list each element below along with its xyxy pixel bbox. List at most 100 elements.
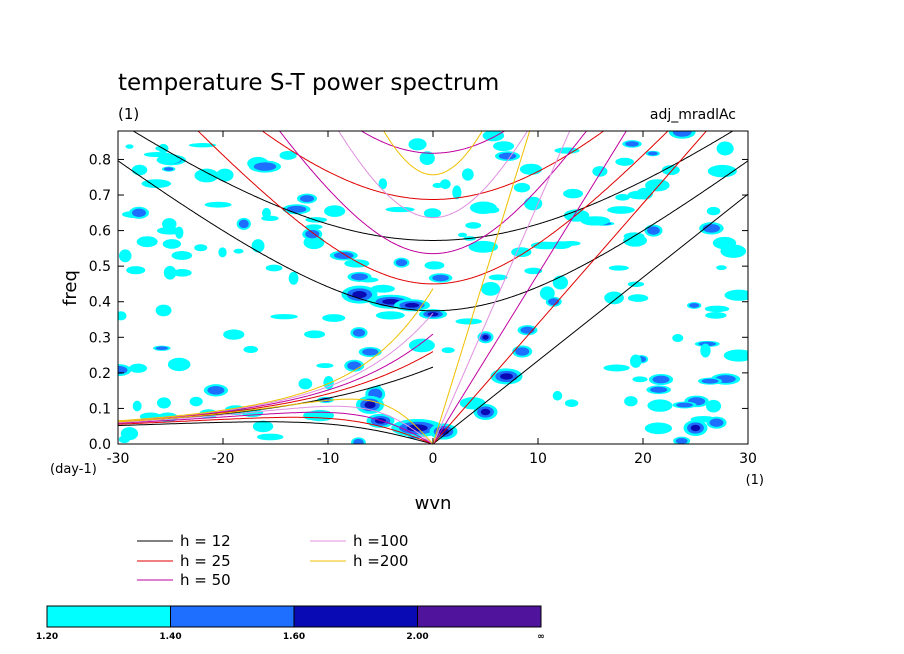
power-contour xyxy=(251,239,265,253)
power-contour xyxy=(118,311,127,321)
power-contour xyxy=(223,329,245,340)
y-tick-label: 0.3 xyxy=(89,330,111,346)
power-contour xyxy=(723,349,748,362)
dispersion-curve-200 xyxy=(383,131,483,176)
power-contour xyxy=(194,244,208,252)
power-contour xyxy=(163,265,177,280)
power-contour xyxy=(539,286,555,301)
power-contour xyxy=(461,168,474,181)
dispersion-curve-200 xyxy=(118,288,434,422)
power-contour xyxy=(288,271,299,285)
power-contour xyxy=(323,376,334,390)
power-contour xyxy=(627,294,649,302)
power-contour xyxy=(300,195,314,203)
x-tick-label: -20 xyxy=(212,451,235,467)
power-contour xyxy=(189,396,203,407)
power-contour xyxy=(650,386,668,393)
power-contour xyxy=(704,305,730,313)
y-tick-label: 0.4 xyxy=(89,295,111,311)
colorbar-label: 2.00 xyxy=(406,632,428,642)
legend: h = 12 h = 25h = 50 h =100 h =200 xyxy=(137,532,408,589)
power-contour xyxy=(364,401,376,409)
power-contour xyxy=(233,248,244,254)
dispersion-curve-25 xyxy=(118,351,434,423)
x-tick-label: -30 xyxy=(107,451,130,467)
power-contour xyxy=(408,138,427,151)
dispersion-curve-100 xyxy=(338,131,528,219)
power-contour xyxy=(378,178,388,190)
power-contour xyxy=(564,399,579,408)
power-contour xyxy=(652,375,670,384)
power-contour xyxy=(645,179,670,192)
power-contour xyxy=(118,365,128,375)
power-contour xyxy=(615,157,634,166)
power-contour xyxy=(188,143,217,148)
power-contour xyxy=(204,201,232,208)
power-contour xyxy=(286,205,307,213)
power-contour xyxy=(689,303,700,308)
power-contour xyxy=(352,328,366,337)
power-contour xyxy=(498,152,517,160)
colorbar-label: 1.60 xyxy=(283,632,305,642)
y-tick-label: 0.0 xyxy=(89,437,111,453)
colorbar-label: ∞ xyxy=(537,632,545,642)
power-contour xyxy=(171,251,193,260)
power-contour xyxy=(156,226,183,235)
power-contour xyxy=(118,249,132,263)
dispersion-curve-50 xyxy=(278,131,588,255)
dispersion-curve-25 xyxy=(261,131,605,200)
colorbar-swatch xyxy=(170,605,295,628)
power-contour xyxy=(672,131,692,137)
legend-label: h = 50 xyxy=(180,571,231,589)
power-contour xyxy=(608,265,629,271)
power-contour xyxy=(500,373,513,380)
power-contour xyxy=(424,261,445,270)
power-contour xyxy=(162,218,177,230)
y-tick-label: 0.2 xyxy=(89,366,111,382)
power-contour xyxy=(172,268,192,277)
power-contour xyxy=(441,347,455,354)
power-contour xyxy=(353,438,364,444)
legend-label: h =200 xyxy=(353,552,408,570)
y-tick-label: 0.5 xyxy=(89,259,111,275)
power-contour xyxy=(720,244,747,258)
power-contour xyxy=(468,240,499,253)
power-contour xyxy=(427,312,439,317)
power-contour xyxy=(524,196,543,211)
dispersion-curve-25 xyxy=(197,131,669,285)
power-contour xyxy=(563,188,584,199)
chart-title: temperature S-T power spectrum xyxy=(118,70,499,96)
legend-label: h = 12 xyxy=(180,532,231,550)
power-contour xyxy=(706,399,722,413)
colorbar-label: 1.20 xyxy=(36,632,58,642)
power-contour xyxy=(661,165,680,176)
power-contour xyxy=(452,185,462,200)
chart-subtitle-right: adj_mradlAc xyxy=(650,107,736,123)
dispersion-curve-12 xyxy=(118,421,435,444)
power-contour xyxy=(322,314,346,322)
power-contour xyxy=(607,206,635,214)
y-tick-label: 0.6 xyxy=(89,224,111,240)
colorbar-swatch xyxy=(417,605,542,628)
power-contour xyxy=(524,267,543,275)
power-contour xyxy=(701,378,719,384)
power-contour xyxy=(243,345,259,354)
power-contour xyxy=(132,400,142,412)
dispersion-curves xyxy=(118,131,748,444)
power-contour xyxy=(627,281,645,287)
power-contour xyxy=(351,273,368,281)
power-contour xyxy=(647,399,673,412)
power-contour xyxy=(515,347,530,356)
power-contour xyxy=(716,265,727,271)
power-contour xyxy=(480,408,491,416)
power-contour xyxy=(603,364,630,372)
x-tick-label: 0 xyxy=(429,451,438,467)
power-contour xyxy=(615,193,631,201)
power-contour xyxy=(647,226,660,235)
power-contour xyxy=(324,205,346,217)
colorbar-swatch xyxy=(46,605,171,628)
power-contour xyxy=(630,354,642,368)
power-contour xyxy=(305,224,323,230)
power-contour xyxy=(347,361,362,370)
power-contour xyxy=(395,259,408,267)
